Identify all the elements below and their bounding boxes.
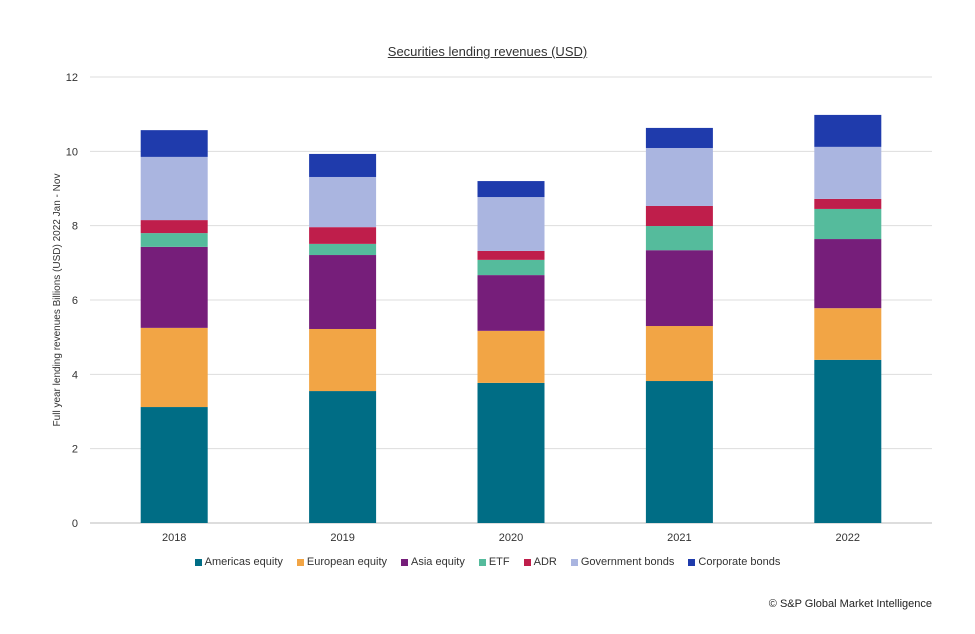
bar-segment (309, 328, 377, 392)
legend-item: Americas equity (194, 556, 283, 568)
bar-segment (309, 243, 377, 256)
bar-segment (140, 130, 208, 157)
bar-segment (645, 250, 713, 327)
bar-segment (814, 359, 882, 523)
legend-swatch (688, 558, 696, 566)
legend-label: Asia equity (411, 556, 465, 568)
copyright-credit: © S&P Global Market Intelligence (768, 598, 932, 610)
bar-segment (477, 382, 545, 523)
bar-segment (140, 327, 208, 408)
bar-segment (645, 226, 713, 251)
legend: Americas equity European equity Asia equit… (0, 556, 975, 568)
x-tick-label: 2021 (667, 532, 691, 544)
legend-swatch (478, 558, 486, 566)
bar-segment (309, 153, 377, 177)
bar-segment (645, 147, 713, 206)
bar-segment (309, 391, 377, 523)
bar-segment (477, 259, 545, 276)
y-tick-label: 12 (66, 72, 78, 84)
bar-segment (140, 220, 208, 234)
bar-segment (645, 205, 713, 227)
bar-segment (814, 114, 882, 147)
legend-item: ADR (523, 556, 557, 568)
bar-segment (814, 208, 882, 240)
x-tick-label: 2019 (330, 532, 354, 544)
legend-label: ETF (488, 556, 510, 568)
y-axis-label: Full year lending revenues Billions (USD… (52, 174, 63, 427)
bar-segment (140, 233, 208, 247)
chart-title: Securities lending revenues (USD) (387, 44, 588, 59)
y-tick-label: 6 (72, 295, 78, 307)
legend-label: Americas equity (204, 556, 283, 568)
bar-segment (309, 176, 377, 228)
legend-label: Corporate bonds (698, 556, 781, 568)
y-tick-label: 10 (66, 146, 78, 158)
bar-segment (477, 250, 545, 260)
bar-segment (477, 197, 545, 251)
bar-segment (645, 381, 713, 523)
legend-label: ADR (533, 556, 557, 568)
bar-segment (140, 246, 208, 328)
legend-swatch (570, 558, 578, 566)
legend-item: European equity (296, 556, 388, 568)
bar-segment (140, 156, 208, 221)
legend-item: ETF (478, 556, 510, 568)
x-tick-label: 2018 (162, 532, 186, 544)
bar-segment (814, 198, 882, 209)
bar-segment (477, 330, 545, 383)
legend-label: European equity (306, 556, 388, 568)
bar-segment (477, 275, 545, 331)
bar-segment (814, 308, 882, 360)
bar-segment (477, 181, 545, 198)
bar-segment (814, 239, 882, 309)
x-tick-label: 2020 (499, 532, 523, 544)
bar-segment (309, 255, 377, 329)
bar-segment (645, 326, 713, 382)
bar-segment (814, 146, 882, 199)
y-tick-label: 0 (72, 518, 78, 530)
y-tick-label: 2 (72, 444, 78, 456)
bar-segment (645, 127, 713, 148)
legend-swatch (296, 558, 304, 566)
legend-swatch (401, 558, 409, 566)
legend-item: Asia equity (401, 556, 465, 568)
y-tick-label: 4 (72, 369, 78, 381)
legend-label: Government bonds (580, 556, 675, 568)
legend-swatch (194, 558, 202, 566)
legend-swatch (523, 558, 531, 566)
y-tick-label: 8 (72, 221, 78, 233)
bar-segment (140, 407, 208, 523)
bar-segment (309, 227, 377, 244)
legend-item: Government bonds (570, 556, 675, 568)
x-tick-label: 2022 (836, 532, 860, 544)
legend-item: Corporate bonds (688, 556, 780, 568)
